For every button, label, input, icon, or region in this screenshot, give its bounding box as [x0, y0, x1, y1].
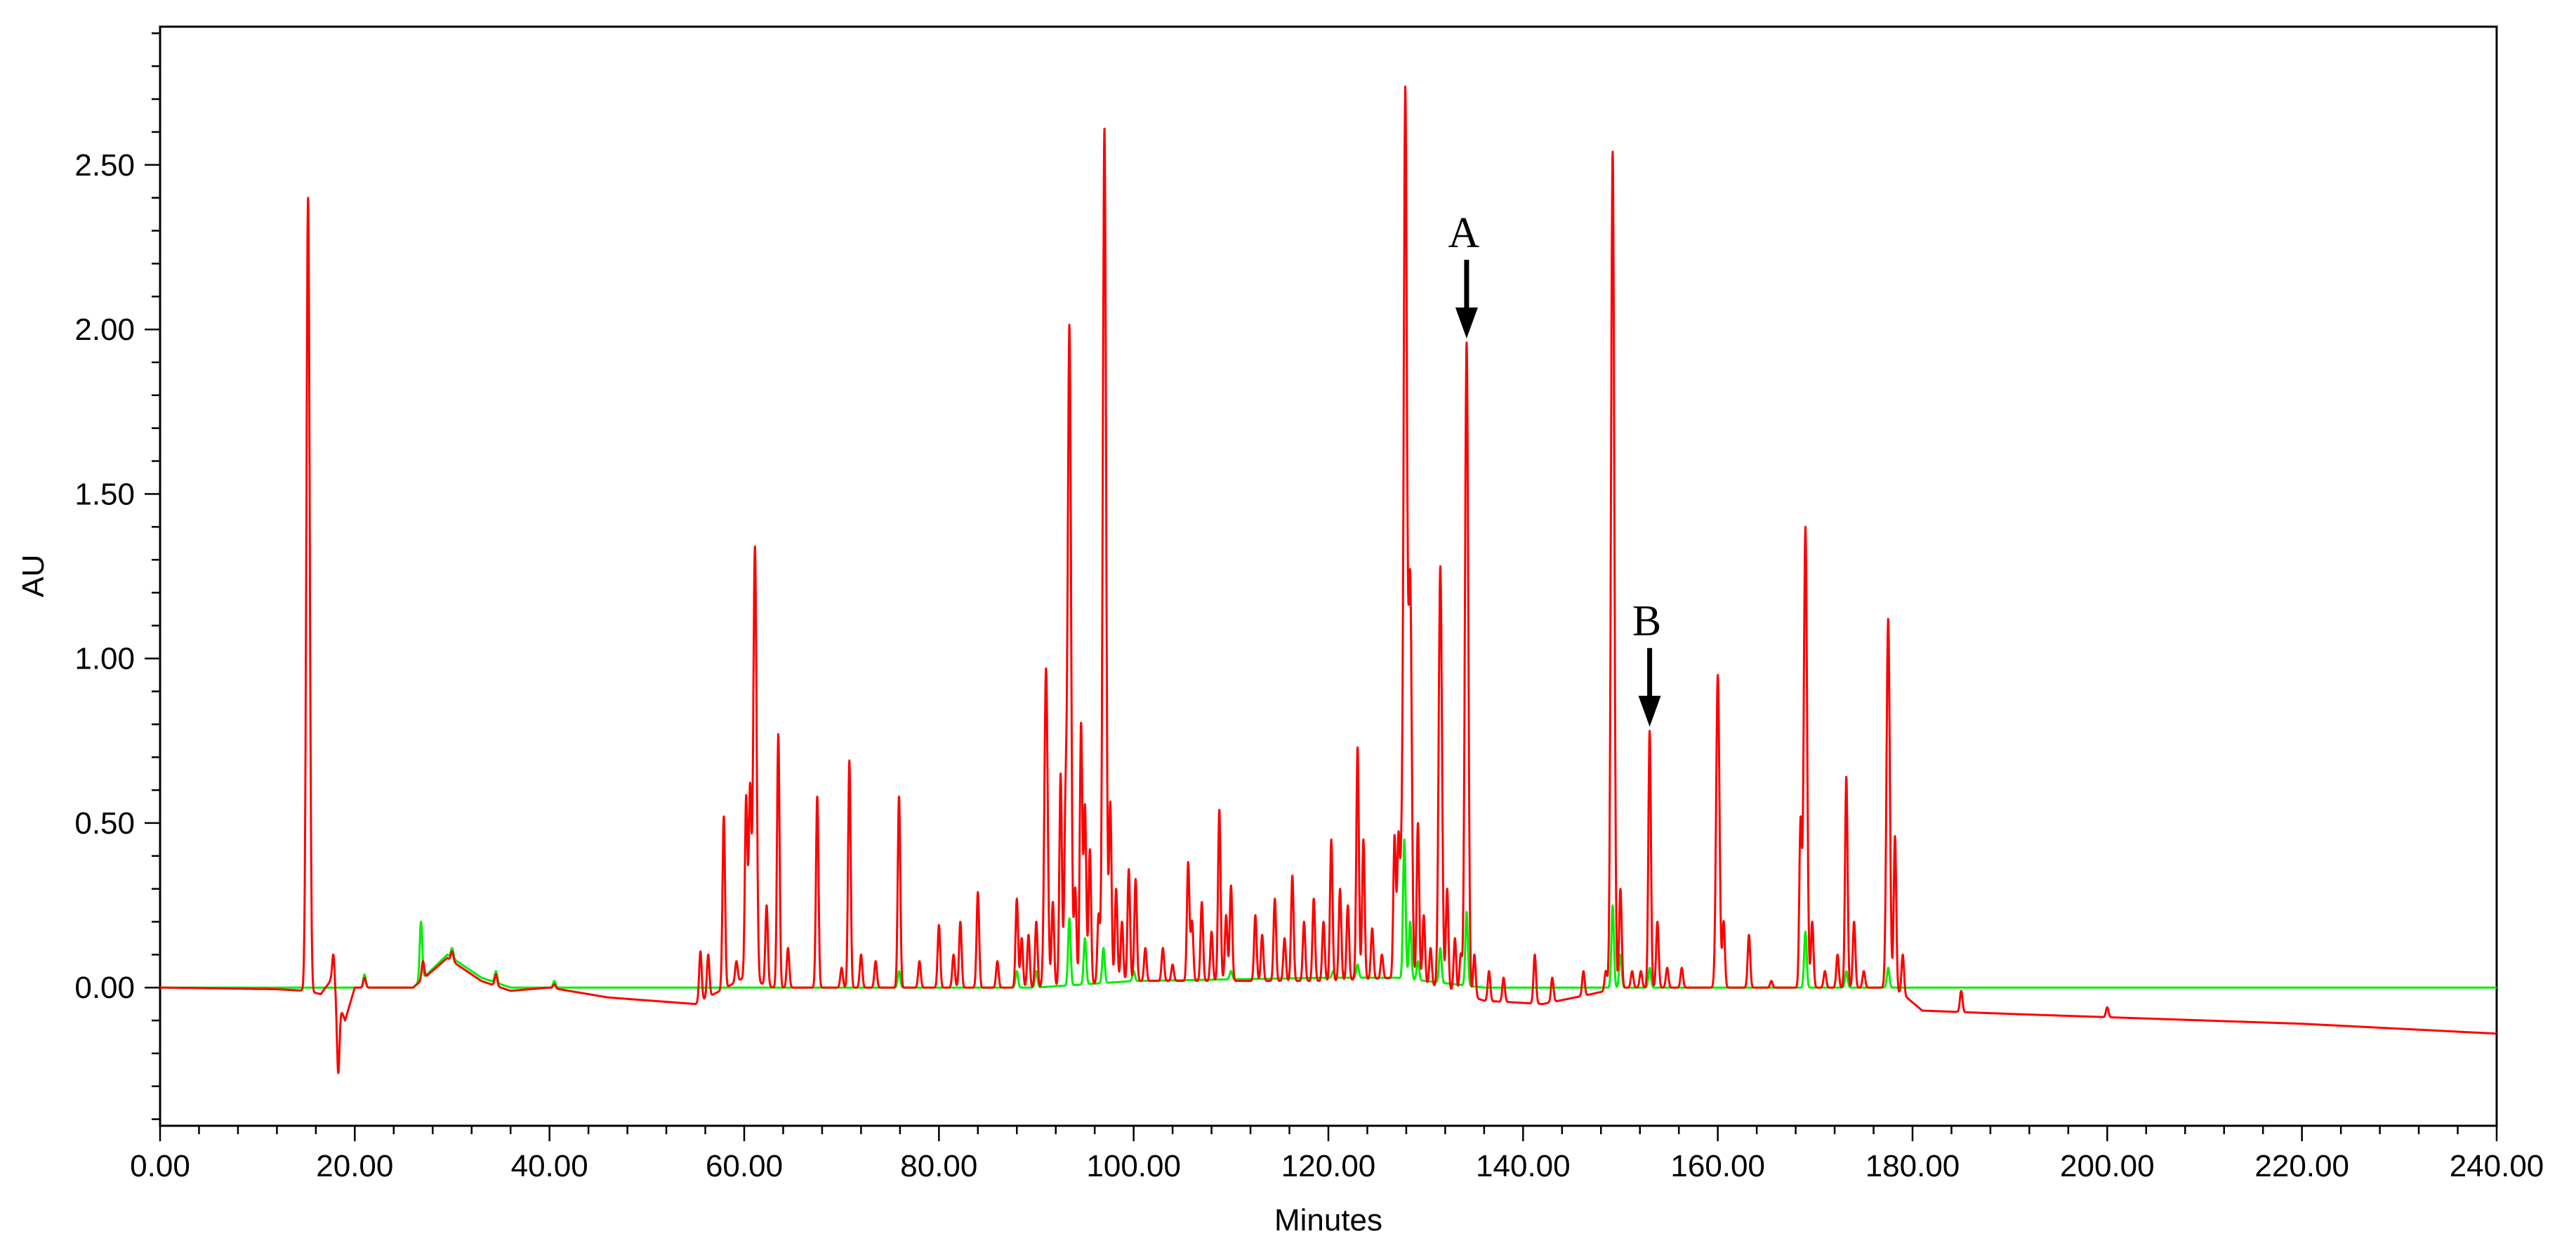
x-tick-label: 120.00: [1281, 1149, 1376, 1183]
annotation-layer: AB: [1448, 209, 1661, 727]
x-tick-label: 0.00: [130, 1149, 190, 1183]
x-tick-label: 240.00: [2450, 1149, 2544, 1183]
axis-ticks: [145, 32, 2498, 1141]
series-line-0: [159, 85, 2498, 1075]
x-tick-label: 20.00: [316, 1149, 393, 1183]
x-tick-label: 140.00: [1476, 1149, 1571, 1183]
annotation-arrow-head: [1638, 695, 1661, 727]
y-tick-label: 1.00: [74, 642, 135, 676]
x-tick-label: 180.00: [1865, 1149, 1960, 1183]
x-tick-label: 220.00: [2254, 1149, 2349, 1183]
annotation-A: A: [1448, 209, 1480, 339]
x-tick-labels: 0.00 20.00 40.00 60.00 80.00 100.00 120.00 140.…: [130, 1149, 2544, 1183]
x-tick-label: 100.00: [1086, 1149, 1181, 1183]
annotation-label: A: [1448, 209, 1480, 257]
y-tick-label: 0.50: [74, 806, 135, 841]
y-axis-title: AU: [16, 554, 51, 597]
series-layer: [159, 85, 2498, 1075]
x-tick-label: 200.00: [2060, 1149, 2155, 1183]
annotation-arrow-head: [1455, 307, 1478, 339]
y-tick-labels: 0.00 0.50 1.00 1.50 2.00 2.50: [74, 148, 135, 1005]
x-tick-label: 40.00: [511, 1149, 588, 1183]
y-tick-label: 2.00: [74, 313, 135, 347]
x-axis-title: Minutes: [1274, 1203, 1382, 1237]
x-tick-label: 60.00: [706, 1149, 783, 1183]
x-tick-label: 80.00: [900, 1149, 977, 1183]
y-tick-label: 0.00: [74, 971, 135, 1005]
y-tick-label: 1.50: [74, 477, 135, 511]
annotation-B: B: [1632, 598, 1661, 727]
y-tick-label: 2.50: [74, 148, 135, 183]
annotation-label: B: [1632, 598, 1661, 645]
x-tick-label: 160.00: [1670, 1149, 1765, 1183]
